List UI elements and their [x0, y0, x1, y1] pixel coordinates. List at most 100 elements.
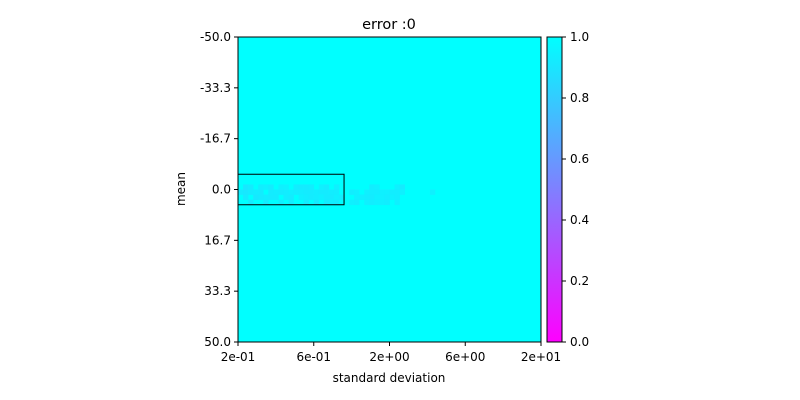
colorbar-tick-label: 0.2: [570, 274, 589, 288]
y-axis: -50.0 -33.3 -16.7 0.0 16.7 33.3 50.0: [200, 30, 238, 349]
heatmap-cell: [293, 189, 299, 195]
heatmap-cell: [258, 184, 264, 190]
colorbar-ticks: 0.0 0.2 0.4 0.6 0.8 1.0: [562, 30, 589, 349]
heatmap-cell: [288, 194, 294, 200]
heatmap-cell: [328, 194, 335, 200]
heatmap-cell: [303, 199, 309, 206]
colorbar-tick-label: 0.8: [570, 91, 589, 105]
heatmap-cell: [313, 194, 320, 200]
heatmap-cell: [374, 189, 380, 195]
colorbar-tick-label: 1.0: [570, 30, 589, 44]
y-tick-label: 50.0: [204, 335, 231, 349]
heatmap-cell: [263, 194, 269, 200]
heatmap-cell: [318, 194, 325, 200]
heatmap-cell: [308, 194, 315, 200]
y-tick-label: 33.3: [204, 284, 231, 298]
heatmap-cell: [369, 189, 375, 195]
x-tick-label: 2e+00: [369, 350, 409, 364]
heatmap-cell: [389, 194, 395, 200]
heatmap-cell: [369, 184, 375, 190]
heatmap-cell: [399, 184, 405, 190]
heatmap-cell: [369, 194, 375, 200]
heatmap-cell: [339, 194, 345, 200]
heatmap-cell: [263, 184, 269, 190]
heatmap-cell: [308, 189, 315, 195]
heatmap-cell: [328, 199, 335, 206]
heatmap-cell: [349, 189, 355, 195]
heatmap-cell: [273, 189, 279, 195]
heatmap-cells: [238, 184, 436, 206]
y-tick-label: 0.0: [212, 183, 231, 197]
x-axis-label: standard deviation: [333, 371, 446, 385]
heatmap-cell: [288, 199, 294, 206]
heatmap-cell: [273, 194, 279, 200]
x-tick-label: 2e+01: [521, 350, 561, 364]
colorbar-tick-label: 0.4: [570, 213, 589, 227]
x-tick-label: 6e+00: [445, 350, 485, 364]
heatmap-cell: [263, 199, 269, 206]
y-tick-label: 16.7: [204, 233, 231, 247]
heatmap-cell: [283, 184, 289, 190]
heatmap-cell: [293, 184, 299, 190]
y-axis-label: mean: [174, 172, 188, 206]
heatmap-cell: [243, 194, 249, 200]
heatmap-cell: [399, 189, 405, 195]
heatmap-cell: [238, 189, 244, 195]
heatmap-cell: [308, 184, 315, 190]
heatmap-cell: [374, 194, 380, 200]
heatmap-cell: [364, 194, 370, 200]
heatmap-cell: [379, 194, 385, 200]
heatmap-cell: [318, 189, 325, 195]
heatmap-cell: [303, 189, 309, 195]
heatmap-cell: [253, 194, 259, 200]
heatmap-cell: [248, 189, 254, 195]
heatmap-cell: [303, 194, 309, 200]
heatmap-cell: [323, 184, 330, 190]
heatmap-cell: [323, 189, 330, 195]
heatmap-cell: [374, 184, 380, 190]
heatmap-cell: [349, 199, 355, 206]
heatmap-cell: [313, 189, 320, 195]
heatmap-cell: [364, 189, 370, 195]
heatmap-cell: [253, 189, 259, 195]
heatmap-cell: [258, 194, 264, 200]
heatmap-cell: [298, 184, 304, 190]
heatmap-cell: [278, 189, 284, 195]
heatmap-cell: [333, 184, 340, 190]
heatmap-cell: [354, 194, 360, 200]
heatmap-cell: [354, 189, 360, 195]
heatmap-cell: [384, 199, 390, 206]
colorbar: 0.0 0.2 0.4 0.6 0.8 1.0: [546, 30, 589, 349]
heatmap-cell: [248, 184, 254, 190]
heatmap-cell: [298, 194, 304, 200]
heatmap-cell: [364, 199, 370, 206]
heatmap-cell: [394, 199, 400, 206]
y-tick-label: -33.3: [200, 81, 231, 95]
chart-title: error :0: [362, 17, 416, 33]
heatmap-cell: [268, 184, 274, 190]
heatmap-plot: [237, 36, 542, 343]
colorbar-tick-label: 0.6: [570, 152, 589, 166]
x-tick-label: 6e-01: [296, 350, 331, 364]
heatmap-cell: [333, 199, 340, 206]
heatmap-cell: [384, 194, 390, 200]
colorbar-gradient: [546, 36, 563, 343]
y-tick-label: -50.0: [200, 30, 231, 44]
heatmap-cell: [248, 199, 254, 206]
colorbar-tick-label: 0.0: [570, 335, 589, 349]
heatmap-cell: [268, 194, 274, 200]
heatmap-cell: [313, 199, 320, 206]
heatmap-cell: [258, 189, 264, 195]
heatmap-cell: [359, 194, 365, 200]
heatmap-cell: [379, 199, 385, 206]
heatmap-cell: [318, 184, 325, 190]
heatmap-cell: [394, 184, 400, 190]
heatmap-cell: [369, 199, 375, 206]
heatmap-cell: [298, 189, 304, 195]
heatmap-cell: [283, 189, 289, 195]
heatmap-cell: [268, 189, 274, 195]
heatmap-cell: [283, 194, 289, 200]
heatmap-cell: [278, 199, 284, 206]
x-axis: 2e-01 6e-01 2e+00 6e+00 2e+01: [221, 342, 561, 364]
